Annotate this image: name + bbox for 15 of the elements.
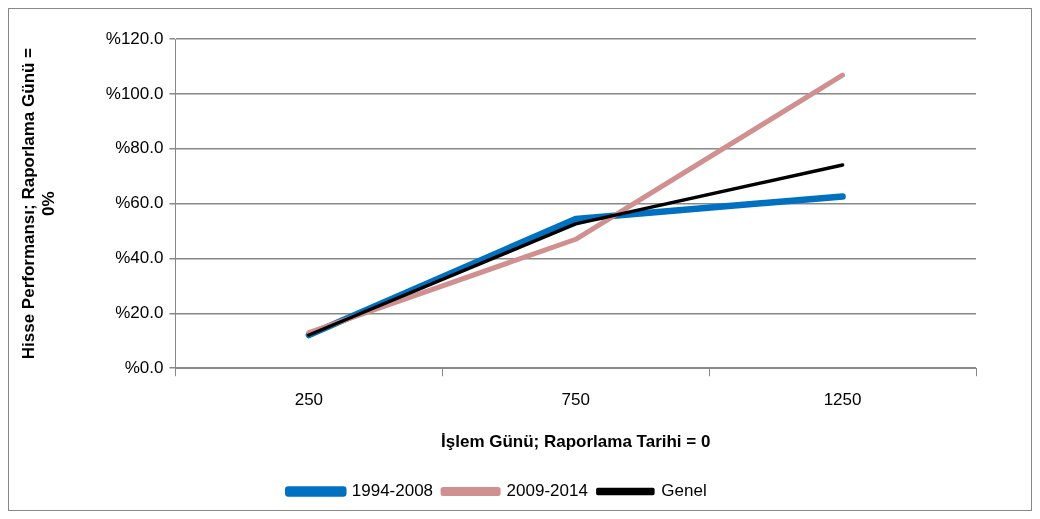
- x-tick-label: 750: [561, 390, 590, 410]
- legend-label: 1994-2008: [351, 481, 434, 501]
- legend-label: 2009-2014: [506, 481, 588, 501]
- y-tick-label: %100.0: [105, 83, 164, 103]
- y-tick-label: %80.0: [115, 138, 164, 158]
- y-tick-label: %120.0: [105, 28, 164, 48]
- y-tick-label: %0.0: [124, 357, 164, 377]
- legend-label: Genel: [661, 481, 707, 501]
- x-tick-label: 250: [294, 390, 324, 410]
- y-tick-label: %40.0: [115, 248, 164, 268]
- x-axis-title: İşlem Günü; Raporlama Tarihi = 0: [441, 432, 711, 452]
- y-tick-label: %20.0: [115, 303, 164, 323]
- x-tick-label: 1250: [823, 390, 862, 410]
- y-tick-label: %60.0: [115, 193, 164, 213]
- y-axis-title: Hisse Performansı; Raporlama Günü = 0%: [18, 47, 59, 360]
